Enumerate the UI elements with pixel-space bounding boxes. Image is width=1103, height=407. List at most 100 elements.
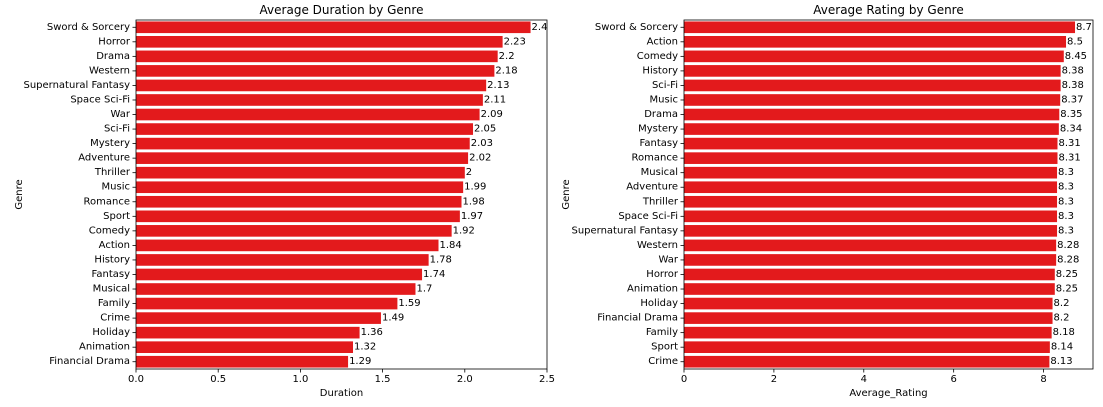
rating-x-tick-label: 0: [681, 374, 687, 385]
duration-bar: [136, 94, 483, 106]
rating-data-label: 8.3: [1058, 196, 1074, 207]
rating-category-label: History: [642, 65, 678, 76]
rating-data-label: 8.13: [1050, 356, 1072, 367]
duration-data-label: 2.11: [484, 94, 506, 105]
rating-category-label: Crime: [648, 356, 678, 367]
duration-x-tick-label: 2.5: [539, 374, 555, 385]
rating-data-label: 8.25: [1056, 284, 1078, 295]
duration-x-tick-label: 2.0: [457, 374, 473, 385]
rating-bar: [684, 181, 1058, 194]
duration-data-label: 2.23: [504, 36, 526, 47]
rating-bar: [684, 254, 1057, 266]
rating-category-label: Comedy: [637, 51, 678, 62]
rating-category-label: Romance: [632, 153, 678, 164]
duration-data-label: 2.4: [532, 22, 548, 33]
duration-category-label: Space Sci-Fi: [70, 94, 130, 105]
rating-category-label: Family: [646, 327, 678, 338]
duration-bar: [136, 225, 452, 237]
rating-bar: [684, 50, 1064, 63]
duration-data-label: 1.84: [439, 240, 461, 251]
duration-category-label: Fantasy: [92, 269, 131, 280]
rating-data-label: 8.31: [1058, 138, 1080, 149]
duration-bar: [136, 35, 503, 48]
duration-bar: [136, 326, 360, 339]
rating-data-label: 8.28: [1057, 254, 1079, 265]
rating-data-label: 8.3: [1058, 182, 1074, 193]
rating-category-label: Sport: [651, 342, 678, 353]
rating-data-label: 8.31: [1058, 153, 1080, 164]
rating-category-label: Western: [637, 240, 678, 251]
duration-x-tick-label: 0.0: [128, 374, 144, 385]
rating-bar: [684, 341, 1050, 354]
rating-data-label: 8.38: [1062, 65, 1084, 76]
duration-category-label: Holiday: [92, 327, 130, 338]
rating-bar: [684, 123, 1059, 135]
duration-bar: [136, 341, 354, 354]
rating-bar: [684, 108, 1060, 121]
rating-category-label: Horror: [646, 269, 679, 280]
duration-x-tick-label: 1.0: [292, 374, 308, 385]
duration-bar: [136, 181, 464, 194]
duration-category-label: Supernatural Fantasy: [23, 80, 130, 91]
rating-data-label: 8.25: [1056, 269, 1078, 280]
duration-data-label: 2.02: [469, 153, 491, 164]
rating-category-label: Drama: [644, 109, 678, 120]
rating-bar: [684, 35, 1067, 48]
duration-bar: [136, 152, 469, 164]
rating-chart: Average Rating by Genre Sword & Sorcery 8.…: [561, 3, 1094, 399]
duration-axes-frame: [135, 19, 548, 370]
rating-category-label: Music: [650, 94, 678, 105]
duration-category-label: Animation: [79, 342, 130, 353]
rating-category-label: Adventure: [626, 182, 678, 193]
duration-bar: [136, 312, 381, 324]
duration-data-label: 1.36: [361, 327, 383, 338]
rating-data-label: 8.3: [1058, 225, 1074, 236]
duration-y-axis-label: Genre: [14, 179, 25, 209]
rating-chart-title: Average Rating by Genre: [813, 3, 963, 17]
duration-category-label: Comedy: [89, 225, 130, 236]
rating-bar: [684, 210, 1058, 223]
rating-data-label: 8.45: [1065, 51, 1087, 62]
duration-bar: [136, 65, 495, 77]
duration-category-label: Music: [102, 182, 130, 193]
rating-category-label: Sword & Sorcery: [595, 22, 678, 33]
rating-data-label: 8.2: [1054, 313, 1070, 324]
duration-category-label: Musical: [93, 284, 130, 295]
rating-bar: [684, 326, 1052, 339]
duration-bar: [136, 297, 398, 310]
duration-data-label: 1.32: [354, 342, 376, 353]
duration-x-tick-label: 1.5: [375, 374, 391, 385]
rating-bar: [684, 152, 1058, 164]
rating-bar: [684, 312, 1053, 324]
duration-category-label: Western: [89, 65, 130, 76]
rating-x-tick-label: 4: [861, 374, 867, 385]
rating-bar: [684, 355, 1050, 368]
duration-data-label: 1.7: [416, 284, 432, 295]
rating-bar: [684, 94, 1061, 106]
rating-bar: [684, 225, 1058, 237]
rating-bar: [684, 65, 1061, 77]
duration-data-label: 1.78: [430, 254, 452, 265]
duration-data-label: 2.03: [471, 138, 493, 149]
duration-bar: [136, 50, 498, 63]
rating-bar: [684, 283, 1055, 295]
duration-bar: [136, 21, 531, 34]
duration-category-label: Family: [98, 298, 130, 309]
duration-category-label: Sport: [103, 211, 130, 222]
duration-bar: [136, 108, 480, 121]
rating-category-label: Thriller: [642, 196, 679, 207]
duration-data-label: 1.99: [464, 182, 486, 193]
rating-bar: [684, 195, 1058, 208]
rating-category-label: Space Sci-Fi: [618, 211, 678, 222]
duration-category-label: Financial Drama: [49, 356, 130, 367]
rating-category-label: Action: [647, 36, 678, 47]
duration-bar: [136, 123, 474, 135]
duration-data-label: 2: [466, 167, 472, 178]
rating-category-label: Holiday: [640, 298, 678, 309]
duration-data-label: 2.09: [481, 109, 503, 120]
duration-data-label: 1.59: [398, 298, 420, 309]
rating-bar: [684, 297, 1053, 310]
duration-data-label: 2.05: [474, 124, 496, 135]
duration-data-label: 2.18: [495, 65, 517, 76]
